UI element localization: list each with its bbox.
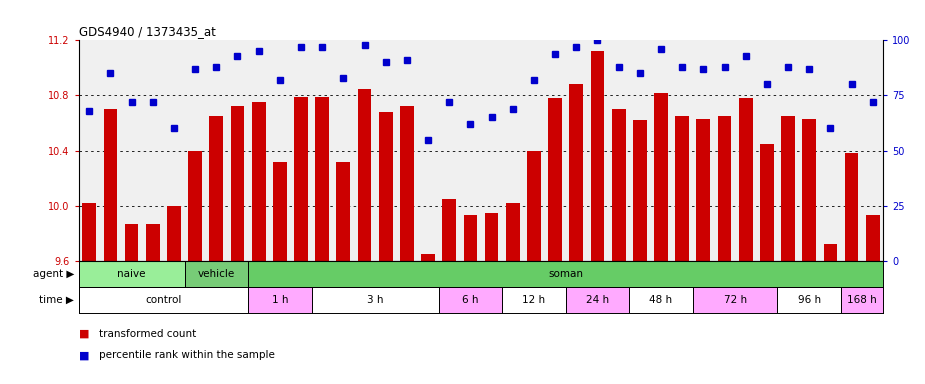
Text: 1 h: 1 h bbox=[272, 295, 288, 305]
Bar bbox=[675, 116, 689, 261]
Text: GDS4940 / 1373435_at: GDS4940 / 1373435_at bbox=[79, 25, 216, 38]
Bar bbox=[866, 215, 880, 261]
Bar bbox=[566, 287, 629, 313]
Bar bbox=[252, 102, 265, 261]
Bar bbox=[184, 261, 248, 287]
Bar bbox=[294, 97, 308, 261]
Bar bbox=[845, 153, 858, 261]
Bar bbox=[248, 287, 312, 313]
Bar bbox=[230, 106, 244, 261]
Text: time ▶: time ▶ bbox=[39, 295, 74, 305]
Bar bbox=[718, 116, 732, 261]
Bar bbox=[611, 109, 625, 261]
Bar bbox=[188, 151, 202, 261]
Text: ■: ■ bbox=[79, 329, 89, 339]
Bar bbox=[629, 287, 693, 313]
Text: control: control bbox=[145, 295, 181, 305]
Bar bbox=[82, 203, 96, 261]
Bar bbox=[438, 287, 502, 313]
Bar bbox=[79, 261, 184, 287]
Text: 3 h: 3 h bbox=[367, 295, 383, 305]
Bar bbox=[549, 98, 562, 261]
Bar bbox=[502, 287, 566, 313]
Bar bbox=[506, 203, 520, 261]
Text: agent ▶: agent ▶ bbox=[32, 269, 74, 279]
Bar bbox=[442, 199, 456, 261]
Text: 96 h: 96 h bbox=[797, 295, 820, 305]
Bar bbox=[337, 162, 351, 261]
Bar bbox=[79, 287, 248, 313]
Bar bbox=[315, 97, 329, 261]
Bar bbox=[760, 144, 774, 261]
Bar bbox=[778, 287, 841, 313]
Text: naive: naive bbox=[117, 269, 146, 279]
Bar bbox=[802, 119, 816, 261]
Bar bbox=[167, 206, 180, 261]
Text: 72 h: 72 h bbox=[723, 295, 746, 305]
Bar bbox=[379, 112, 392, 261]
Text: transformed count: transformed count bbox=[99, 329, 196, 339]
Bar bbox=[248, 261, 883, 287]
Text: 12 h: 12 h bbox=[523, 295, 546, 305]
Bar bbox=[400, 106, 413, 261]
Bar bbox=[590, 51, 604, 261]
Bar bbox=[782, 116, 795, 261]
Bar bbox=[463, 215, 477, 261]
Bar bbox=[485, 212, 499, 261]
Bar bbox=[358, 89, 372, 261]
Text: percentile rank within the sample: percentile rank within the sample bbox=[99, 350, 275, 360]
Bar bbox=[841, 287, 883, 313]
Bar bbox=[823, 244, 837, 261]
Text: vehicle: vehicle bbox=[198, 269, 235, 279]
Text: 24 h: 24 h bbox=[586, 295, 609, 305]
Bar bbox=[697, 119, 710, 261]
Text: 6 h: 6 h bbox=[462, 295, 478, 305]
Bar bbox=[209, 116, 223, 261]
Bar bbox=[739, 98, 753, 261]
Bar bbox=[633, 120, 647, 261]
Bar bbox=[654, 93, 668, 261]
Bar bbox=[125, 223, 139, 261]
Bar bbox=[146, 223, 160, 261]
Text: soman: soman bbox=[549, 269, 583, 279]
Text: 48 h: 48 h bbox=[649, 295, 672, 305]
Text: 168 h: 168 h bbox=[847, 295, 877, 305]
Text: ■: ■ bbox=[79, 350, 89, 360]
Bar bbox=[312, 287, 438, 313]
Bar bbox=[104, 109, 117, 261]
Bar bbox=[421, 254, 435, 261]
Bar bbox=[693, 287, 778, 313]
Bar bbox=[273, 162, 287, 261]
Bar bbox=[570, 84, 583, 261]
Bar bbox=[527, 151, 541, 261]
